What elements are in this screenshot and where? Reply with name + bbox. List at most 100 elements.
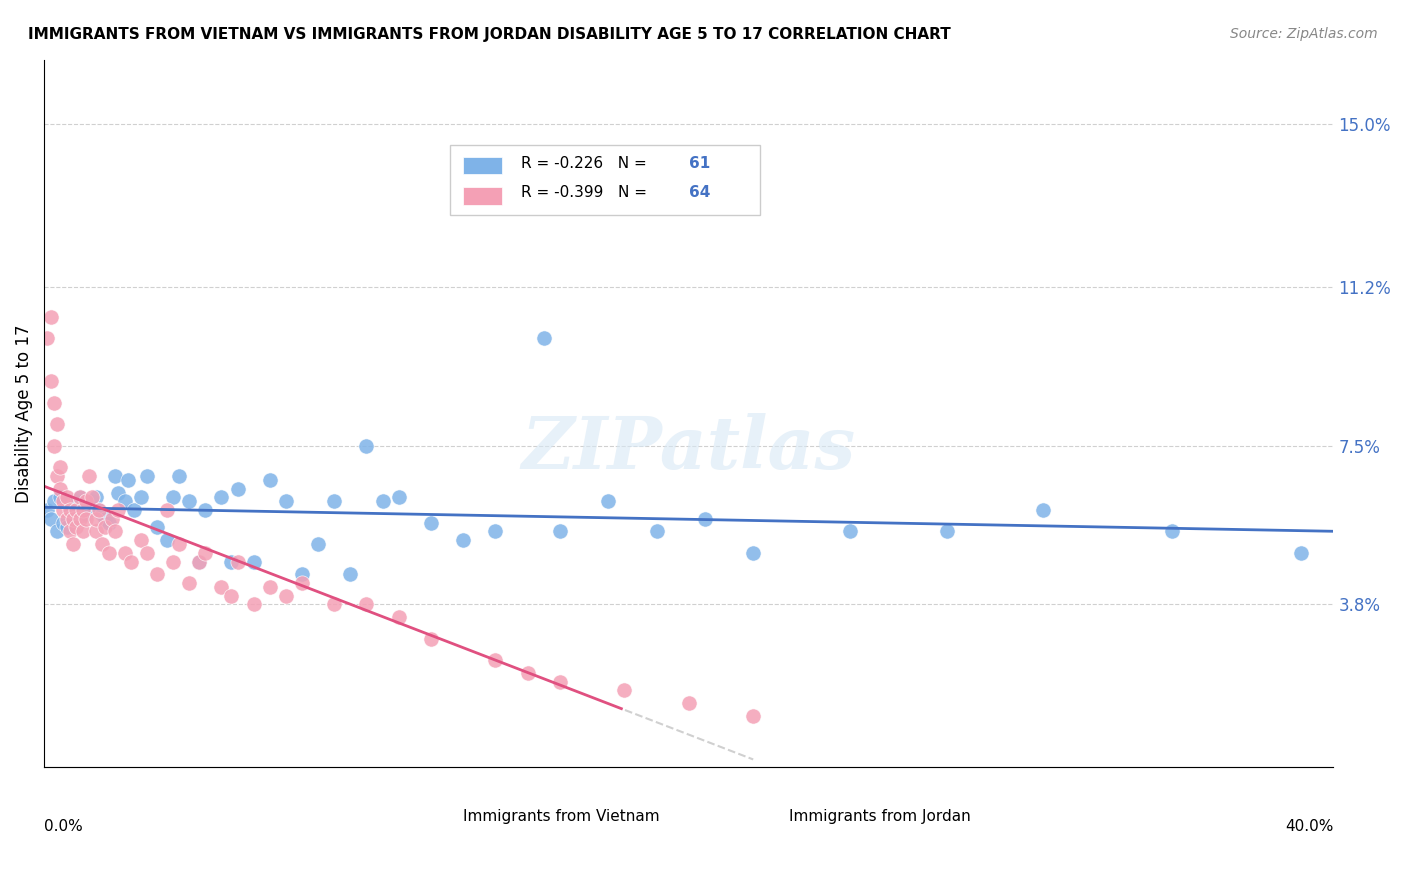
Point: [155, 533, 177, 547]
Point: [104, 468, 127, 483]
Point: [323, 598, 346, 612]
Point: [94, 520, 117, 534]
Point: [49, 482, 72, 496]
Point: [42, 396, 65, 410]
Point: [62, 511, 84, 525]
Point: [356, 598, 378, 612]
Bar: [392, 810, 444, 828]
Text: 40.0%: 40.0%: [1285, 819, 1333, 834]
Point: [274, 494, 297, 508]
Point: [162, 490, 184, 504]
Point: [548, 674, 571, 689]
Point: [613, 683, 636, 698]
Text: ZIPatlas: ZIPatlas: [522, 413, 856, 484]
Point: [838, 524, 860, 539]
Point: [136, 546, 159, 560]
Point: [742, 709, 765, 723]
Point: [72, 499, 94, 513]
Point: [69, 490, 91, 504]
Text: 61: 61: [689, 156, 710, 171]
Point: [533, 331, 555, 345]
Point: [242, 598, 264, 612]
Point: [49, 460, 72, 475]
Point: [77, 503, 100, 517]
Point: [484, 653, 506, 667]
Point: [42, 494, 65, 508]
Point: [194, 546, 217, 560]
Point: [72, 503, 94, 517]
Point: [84, 490, 107, 504]
Point: [259, 473, 281, 487]
Point: [226, 555, 249, 569]
Point: [388, 610, 411, 624]
Point: [1289, 546, 1312, 560]
Point: [209, 490, 232, 504]
Point: [146, 520, 169, 534]
Point: [46, 417, 69, 432]
Bar: [463, 157, 502, 174]
Point: [77, 468, 100, 483]
Point: [69, 490, 91, 504]
Point: [209, 580, 232, 594]
Point: [169, 537, 191, 551]
Point: [219, 589, 242, 603]
Bar: [463, 187, 502, 204]
Point: [97, 546, 120, 560]
Point: [146, 567, 169, 582]
Point: [91, 508, 114, 522]
Point: [124, 503, 146, 517]
Point: [323, 494, 346, 508]
Point: [484, 524, 506, 539]
Point: [226, 482, 249, 496]
Text: R = -0.399   N =: R = -0.399 N =: [522, 186, 652, 200]
Point: [46, 468, 69, 483]
Point: [91, 537, 114, 551]
Point: [259, 580, 281, 594]
Point: [1161, 524, 1184, 539]
Point: [169, 468, 191, 483]
Point: [291, 567, 314, 582]
Point: [419, 516, 441, 530]
Point: [59, 503, 82, 517]
Point: [307, 537, 329, 551]
Point: [388, 490, 411, 504]
Point: [52, 494, 75, 508]
Point: [693, 511, 716, 525]
Point: [645, 524, 668, 539]
Text: Immigrants from Vietnam: Immigrants from Vietnam: [463, 810, 659, 824]
Point: [39, 310, 62, 324]
Point: [87, 503, 110, 517]
Point: [162, 555, 184, 569]
Point: [69, 511, 91, 525]
Point: [179, 494, 201, 508]
Point: [97, 516, 120, 530]
Point: [155, 503, 177, 517]
Point: [1032, 503, 1054, 517]
Point: [107, 486, 129, 500]
Point: [62, 511, 84, 525]
Point: [87, 503, 110, 517]
Point: [65, 520, 87, 534]
Point: [42, 439, 65, 453]
Point: [55, 490, 77, 504]
Point: [129, 533, 152, 547]
Point: [371, 494, 394, 508]
Point: [114, 494, 136, 508]
Point: [136, 468, 159, 483]
Point: [194, 503, 217, 517]
Point: [65, 494, 87, 508]
Point: [274, 589, 297, 603]
Point: [356, 439, 378, 453]
Point: [94, 511, 117, 525]
Point: [598, 494, 620, 508]
Point: [75, 508, 97, 522]
Point: [62, 537, 84, 551]
Point: [82, 490, 104, 504]
Point: [339, 567, 361, 582]
Point: [935, 524, 957, 539]
Text: IMMIGRANTS FROM VIETNAM VS IMMIGRANTS FROM JORDAN DISABILITY AGE 5 TO 17 CORRELA: IMMIGRANTS FROM VIETNAM VS IMMIGRANTS FR…: [28, 27, 950, 42]
Point: [52, 503, 75, 517]
Point: [117, 473, 139, 487]
Point: [84, 524, 107, 539]
Point: [37, 331, 59, 345]
